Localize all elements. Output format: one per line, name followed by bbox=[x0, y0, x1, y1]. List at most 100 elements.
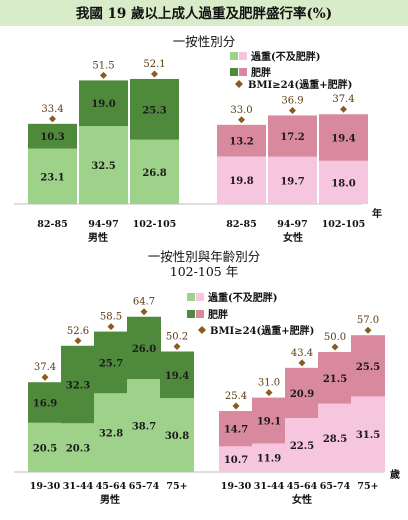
bar-94-97: 32.5 19.0 51.5 94-97 bbox=[79, 60, 128, 230]
data-label-overweight: 11.9 bbox=[257, 454, 281, 465]
bar-segment-obese bbox=[285, 367, 319, 418]
total-marker bbox=[49, 115, 56, 123]
total-marker bbox=[289, 106, 296, 114]
total-label: 52.1 bbox=[143, 59, 165, 70]
data-label-obese: 19.4 bbox=[331, 134, 355, 145]
bar-segment-overweight bbox=[252, 443, 286, 472]
legend1-total-marker bbox=[235, 80, 243, 88]
bar-segment-obese bbox=[318, 352, 352, 404]
data-label-overweight: 30.8 bbox=[165, 431, 189, 442]
bar-102-105: 26.8 25.3 52.1 102-105 bbox=[130, 59, 179, 230]
chart2-subtitle-year: 102-105 年 bbox=[170, 264, 238, 279]
data-label-overweight: 19.7 bbox=[280, 176, 304, 187]
legend1-obese-female-swatch bbox=[239, 68, 247, 76]
bar-segment-obese bbox=[79, 80, 128, 126]
category-label: 31-44 bbox=[254, 481, 285, 492]
data-label-obese: 14.7 bbox=[224, 425, 248, 436]
bar-75+: 31.5 25.5 57.0 75+ bbox=[351, 315, 385, 492]
legend2-obese-label: 肥胖 bbox=[208, 308, 228, 321]
legend1-total-label: BMI≥24(過重+肥胖) bbox=[248, 78, 352, 91]
total-marker bbox=[151, 70, 158, 78]
total-label: 33.0 bbox=[230, 105, 252, 116]
data-label-overweight: 23.1 bbox=[40, 172, 64, 183]
total-label: 37.4 bbox=[34, 362, 56, 373]
bar-102-105: 18.0 19.4 37.4 102-105 bbox=[319, 94, 368, 230]
bar-segment-overweight bbox=[268, 156, 317, 204]
category-label: 31-44 bbox=[63, 481, 94, 492]
data-label-overweight: 10.7 bbox=[224, 455, 248, 466]
category-label: 75+ bbox=[166, 481, 187, 492]
category-label: 19-30 bbox=[30, 481, 61, 492]
data-label-overweight: 19.8 bbox=[229, 176, 253, 187]
male-group: 23.1 10.3 33.4 82-85 32.5 19.0 51.5 94-97 26.8 25… bbox=[28, 59, 179, 244]
data-label-overweight: 18.0 bbox=[331, 178, 355, 189]
category-label: 45-64 bbox=[96, 481, 127, 492]
bar-segment-overweight bbox=[285, 418, 319, 472]
total-label: 37.4 bbox=[332, 94, 354, 105]
bar-31-44: 11.9 19.1 31.0 31-44 bbox=[252, 378, 286, 492]
total-label: 31.0 bbox=[258, 378, 280, 389]
bar-segment-obese bbox=[219, 411, 253, 447]
data-label-overweight: 22.5 bbox=[290, 441, 314, 452]
bar-segment-overweight bbox=[79, 126, 128, 204]
bar-segment-obese bbox=[28, 123, 77, 149]
bar-segment-obese bbox=[268, 115, 317, 157]
total-label: 51.5 bbox=[92, 60, 114, 71]
bar-segment-obese bbox=[319, 114, 368, 161]
category-label: 75+ bbox=[357, 481, 378, 492]
bar-segment-overweight bbox=[219, 446, 253, 472]
total-label: 57.0 bbox=[357, 315, 379, 326]
bar-segment-overweight bbox=[130, 139, 179, 204]
data-label-obese: 19.4 bbox=[165, 371, 189, 382]
bar-segment-obese bbox=[351, 335, 385, 397]
bar-65-74: 38.7 26.0 64.7 65-74 bbox=[127, 297, 161, 492]
legend1-obese-label: 肥胖 bbox=[251, 66, 271, 79]
bar-45-64: 32.8 25.7 58.5 45-64 bbox=[94, 312, 128, 492]
data-label-overweight: 20.5 bbox=[33, 443, 57, 454]
legend1-overweight-female-swatch bbox=[239, 52, 247, 60]
bar-45-64: 22.5 20.9 43.4 45-64 bbox=[285, 348, 319, 492]
bar-segment-obese bbox=[217, 124, 266, 157]
bar-segment-overweight bbox=[217, 156, 266, 204]
category-label: 102-105 bbox=[133, 219, 177, 230]
bar-segment-obese bbox=[160, 351, 194, 399]
data-label-obese: 17.2 bbox=[280, 132, 304, 143]
category-label: 82-85 bbox=[226, 219, 256, 230]
data-label-overweight: 28.5 bbox=[323, 434, 347, 445]
data-label-obese: 25.5 bbox=[356, 362, 380, 373]
total-marker bbox=[238, 116, 245, 124]
bar-19-30: 10.7 14.7 25.4 19-30 bbox=[219, 391, 253, 492]
chart1-subtitle: 一按性別分 bbox=[173, 34, 236, 49]
data-label-overweight: 20.3 bbox=[66, 444, 90, 455]
data-label-obese: 19.0 bbox=[91, 99, 115, 110]
bar-segment-obese bbox=[28, 382, 62, 423]
chart1-x-unit: 年 bbox=[372, 207, 382, 220]
legend2-overweight-male-swatch bbox=[187, 293, 195, 301]
bar-segment-overweight bbox=[94, 393, 128, 472]
data-label-obese: 20.9 bbox=[290, 389, 314, 400]
category-label: 19-30 bbox=[221, 481, 252, 492]
chart2-subtitle: 一按性別與年齡別分 bbox=[148, 249, 261, 264]
total-label: 43.4 bbox=[291, 348, 313, 359]
total-label: 50.2 bbox=[166, 332, 188, 343]
bar-segment-overweight bbox=[351, 396, 385, 472]
total-marker bbox=[340, 105, 347, 113]
bar-segment-overweight bbox=[319, 160, 368, 204]
total-marker bbox=[140, 308, 148, 316]
bar-94-97: 19.7 17.2 36.9 94-97 bbox=[268, 95, 317, 230]
bar-segment-overweight bbox=[127, 379, 161, 472]
category-label: 102-105 bbox=[322, 219, 366, 230]
title-band bbox=[0, 0, 408, 26]
legend1-obese-male-swatch bbox=[230, 68, 238, 76]
total-label: 25.4 bbox=[225, 391, 247, 402]
bar-segment-obese bbox=[127, 316, 161, 380]
bar-75+: 30.8 19.4 50.2 75+ bbox=[160, 332, 194, 492]
data-label-obese: 25.7 bbox=[99, 358, 123, 369]
bar-segment-overweight bbox=[61, 423, 95, 472]
bar-82-85: 23.1 10.3 33.4 82-85 bbox=[28, 104, 77, 230]
chart2-legend: 過重(不及肥胖) 肥胖 BMI≥24(過重+肥胖) bbox=[187, 291, 314, 337]
female-group: 19.8 13.2 33.0 82-85 19.7 17.2 36.9 94-97 18.0 19… bbox=[217, 94, 368, 244]
group-label: 女性 bbox=[292, 493, 312, 506]
data-label-overweight: 32.5 bbox=[91, 161, 115, 172]
